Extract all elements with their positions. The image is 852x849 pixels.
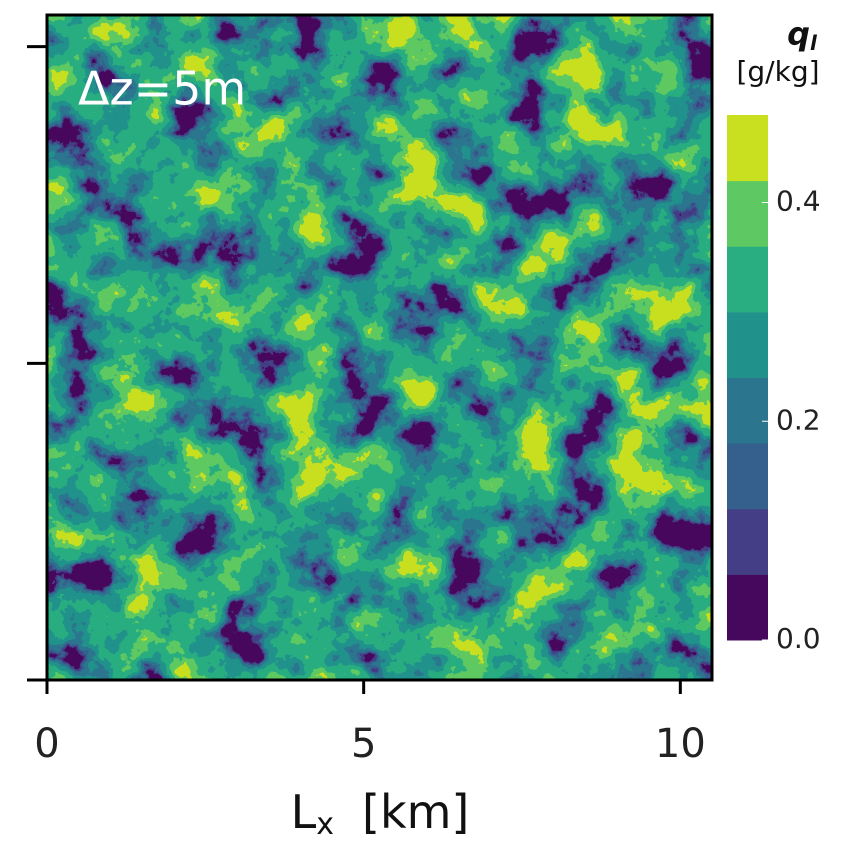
colorbar-band xyxy=(727,180,768,247)
contour-field xyxy=(47,15,712,680)
plot-frame xyxy=(45,13,714,682)
colorbar-tick-label: 0.0 xyxy=(776,622,821,655)
x-label-unit: [km] xyxy=(362,785,469,839)
x-tick-label: 10 xyxy=(655,721,706,767)
colorbar-tick-label: 0.4 xyxy=(776,185,821,218)
colorbar-band xyxy=(727,508,768,575)
x-tick-label: 0 xyxy=(34,721,59,767)
colorbar-band xyxy=(727,115,768,182)
colorbar-band xyxy=(727,574,768,641)
x-tick-label: 5 xyxy=(351,721,376,767)
colorbar-band xyxy=(727,311,768,378)
colorbar-title: ql xyxy=(787,15,818,55)
colorbar-band xyxy=(727,443,768,510)
colorbar-tick-label: 0.2 xyxy=(776,403,821,436)
x-label-main: L xyxy=(291,785,317,839)
annotation: Δz=5m xyxy=(78,62,246,116)
colorbar-symbol: q xyxy=(787,15,810,53)
x-label-sub: x xyxy=(316,807,334,842)
colorbar-subscript: l xyxy=(810,31,818,55)
x-axis-label: Lx [km] xyxy=(291,785,470,842)
colorbar-band xyxy=(727,246,768,313)
colorbar-band xyxy=(727,377,768,444)
colorbar-unit: [g/kg] xyxy=(736,55,819,88)
